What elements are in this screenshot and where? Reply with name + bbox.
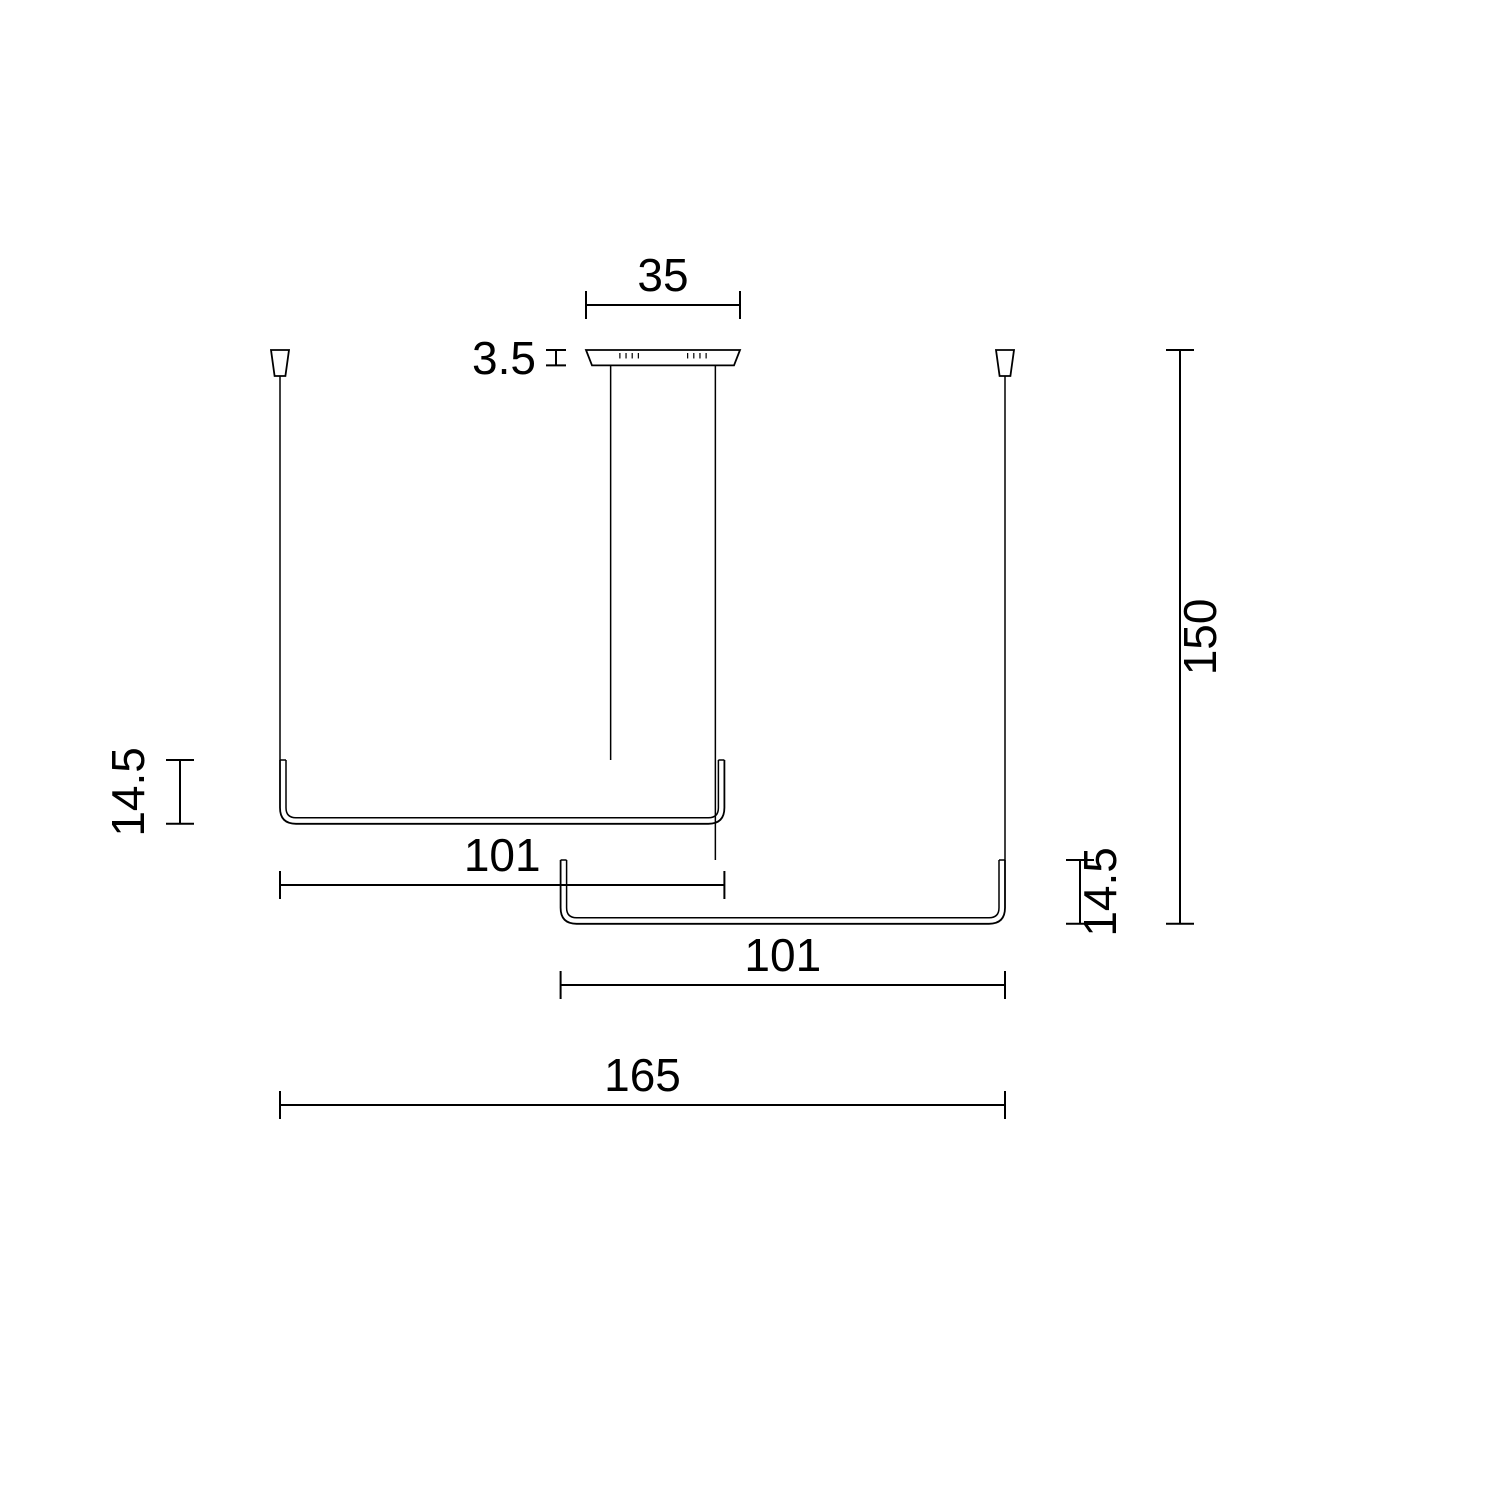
- bar-upper-outer: [280, 760, 724, 824]
- hanger-cap: [271, 350, 289, 376]
- hanger-cap: [996, 350, 1014, 376]
- bar-lower-outer: [561, 860, 1005, 924]
- canopy-plate: [586, 350, 740, 365]
- dim-label: 14.5: [102, 747, 154, 837]
- dim-label: 35: [637, 249, 688, 301]
- bar-lower-inner: [567, 860, 999, 918]
- dim-label: 150: [1174, 599, 1226, 676]
- dim-label: 101: [464, 829, 541, 881]
- bar-upper-inner: [286, 760, 718, 818]
- dim-label: 165: [604, 1049, 681, 1101]
- dim-label: 14.5: [1074, 847, 1126, 937]
- dim-label: 101: [744, 929, 821, 981]
- dim-label-canopy-height: 3.5: [472, 332, 536, 384]
